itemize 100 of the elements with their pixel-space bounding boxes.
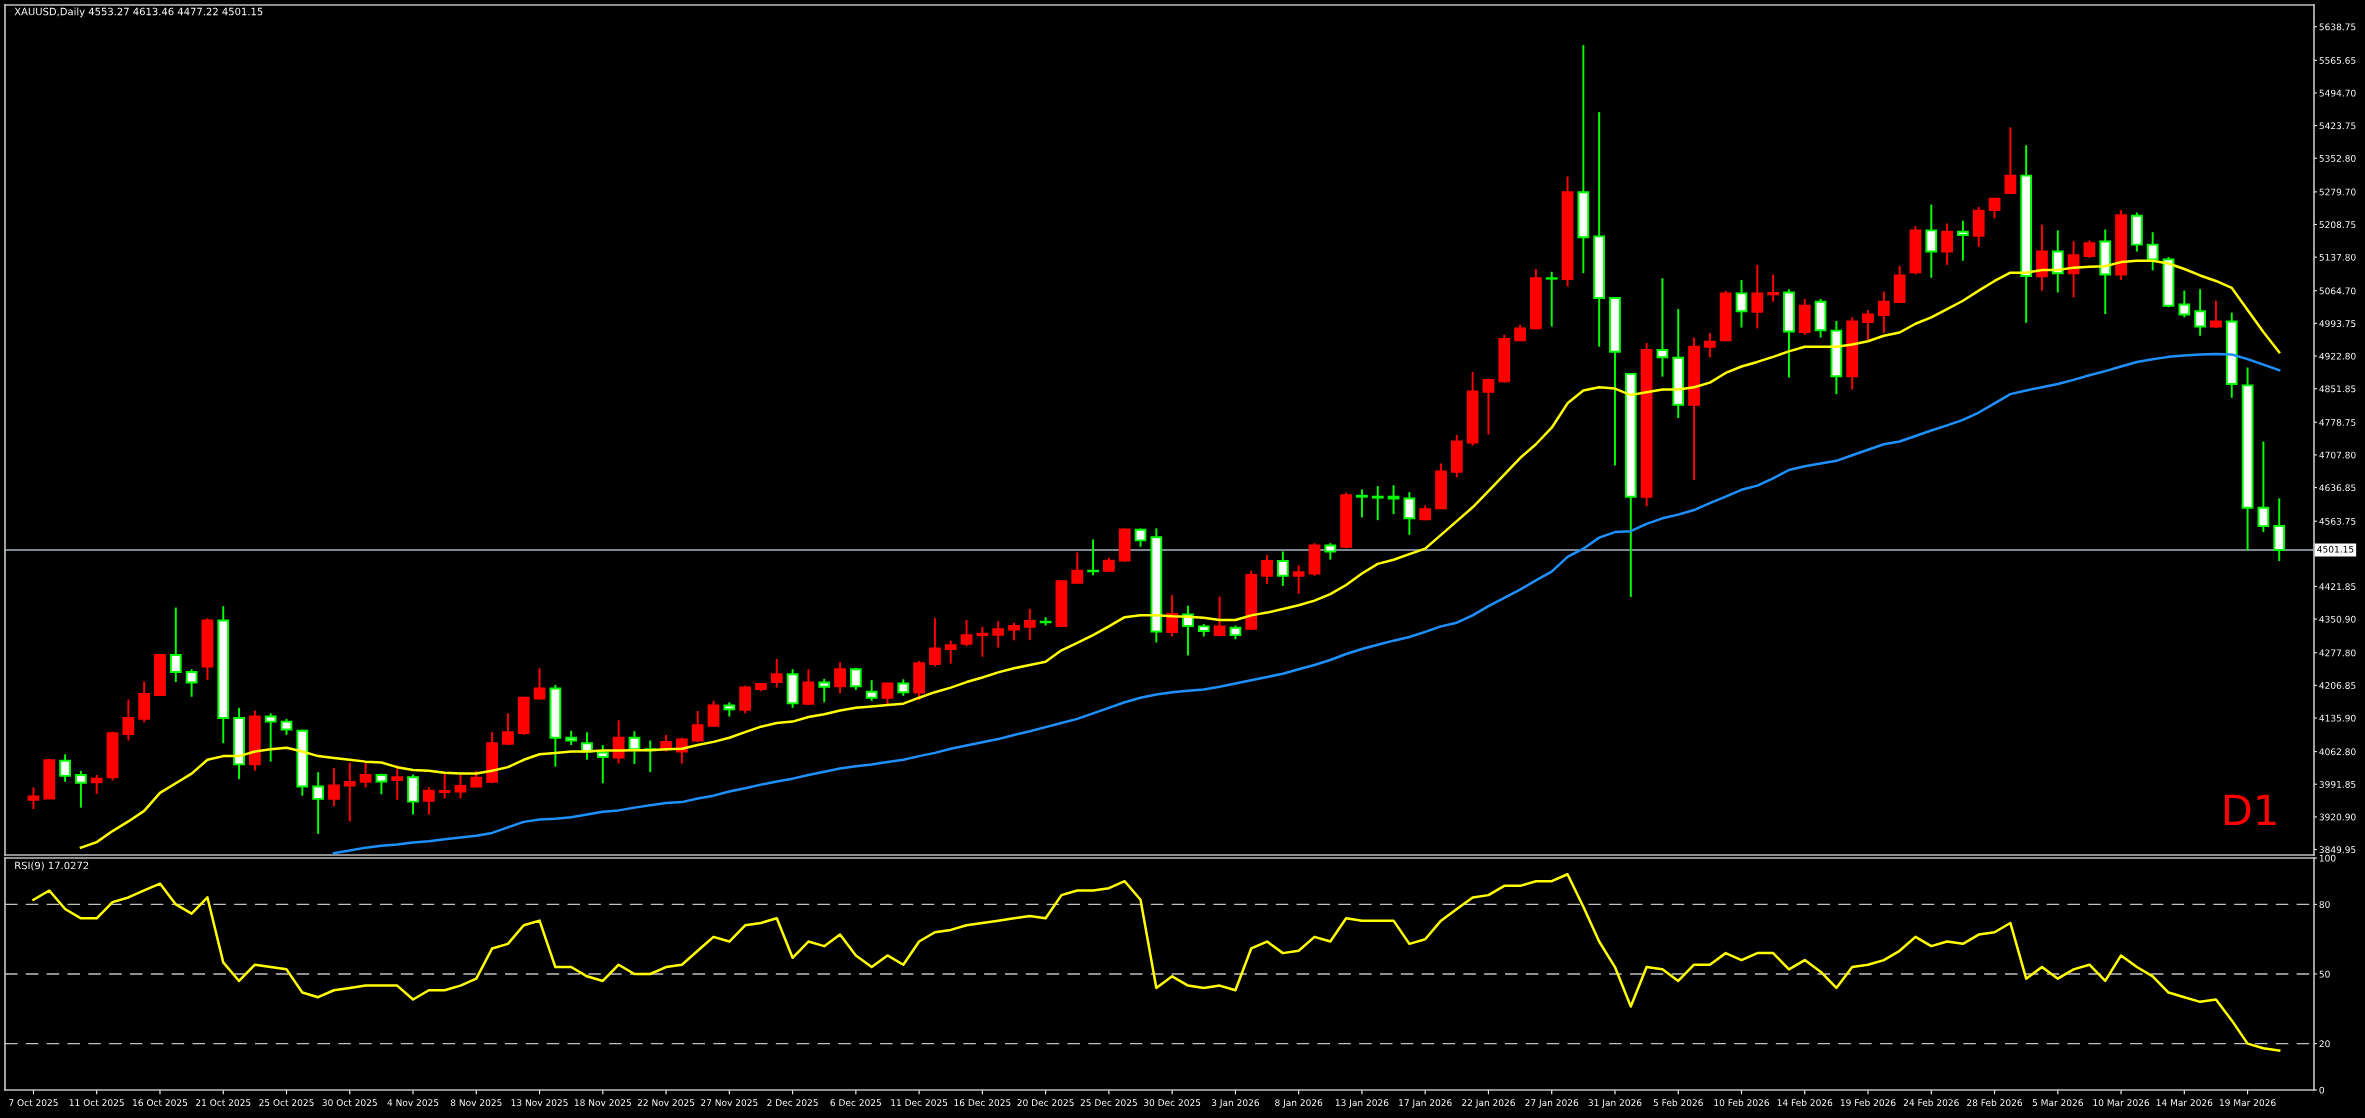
line-series bbox=[332, 352, 2281, 855]
candlestick bbox=[739, 684, 752, 715]
x-tick-label: 16 Dec 2025 bbox=[954, 1099, 1011, 1107]
y-tick-label: 5208.75 bbox=[2319, 221, 2356, 229]
candlestick bbox=[2257, 440, 2270, 534]
x-tick-label: 2 Dec 2025 bbox=[767, 1099, 818, 1107]
x-tick-label: 13 Nov 2025 bbox=[511, 1099, 568, 1107]
candlestick bbox=[929, 617, 941, 668]
x-tick-label: 14 Mar 2026 bbox=[2156, 1099, 2213, 1107]
candlestick bbox=[1213, 595, 1226, 638]
x-tick-label: 5 Mar 2026 bbox=[2032, 1099, 2083, 1107]
y-tick-label: 4851.85 bbox=[2319, 385, 2356, 393]
y-tick-label: 5352.80 bbox=[2319, 154, 2356, 162]
candlestick bbox=[707, 699, 720, 728]
candlestick bbox=[691, 710, 704, 743]
annotation: D1 bbox=[2224, 794, 2276, 826]
y-tick-label: 4563.75 bbox=[2319, 517, 2356, 525]
x-tick-label: 18 Nov 2025 bbox=[574, 1099, 631, 1107]
candlestick bbox=[1735, 279, 1748, 329]
candlestick bbox=[1387, 484, 1400, 516]
x-tick-label: 10 Feb 2026 bbox=[1714, 1099, 1770, 1107]
y-tick-label: 3920.90 bbox=[2319, 813, 2356, 821]
x-tick-label: 22 Nov 2025 bbox=[637, 1099, 695, 1107]
candlestick bbox=[343, 761, 356, 823]
candlestick bbox=[960, 618, 973, 648]
x-tick-label: 3 Jan 2026 bbox=[1211, 1099, 1260, 1108]
x-tick-label: 22 Jan 2026 bbox=[1462, 1099, 1515, 1108]
x-tick-label: 17 Jan 2026 bbox=[1399, 1099, 1452, 1108]
x-tick-label: 14 Feb 2026 bbox=[1777, 1099, 1833, 1107]
candlestick bbox=[2004, 126, 2017, 195]
candlestick bbox=[1134, 527, 1147, 548]
y-tick-label: 5565.65 bbox=[2319, 57, 2356, 64]
x-tick-label: 30 Oct 2025 bbox=[322, 1099, 377, 1107]
x-tick-label: 19 Mar 2026 bbox=[2219, 1099, 2276, 1107]
x-tick-label: 31 Jan 2026 bbox=[1588, 1099, 1642, 1108]
candlestick bbox=[865, 679, 878, 702]
candlestick bbox=[359, 761, 372, 789]
candlestick bbox=[1276, 550, 1289, 587]
candlestick bbox=[1877, 290, 1890, 334]
candlestick bbox=[75, 769, 87, 809]
x-tick-label: 8 Nov 2025 bbox=[450, 1099, 502, 1107]
candlestick bbox=[391, 764, 404, 801]
candlestick bbox=[438, 772, 451, 800]
x-tick-label: 10 Mar 2026 bbox=[2093, 1099, 2150, 1107]
candlestick bbox=[2273, 497, 2286, 562]
candlestick bbox=[2210, 299, 2222, 329]
candlestick bbox=[312, 771, 325, 835]
x-tick-label: 8 Jan 2026 bbox=[1275, 1099, 1323, 1108]
y-tick-label: 80 bbox=[2319, 901, 2330, 908]
x-tick-label: 20 Dec 2025 bbox=[1017, 1099, 1074, 1107]
candlestick bbox=[1071, 551, 1084, 586]
y-tick-label: 4277.80 bbox=[2319, 649, 2356, 657]
candlestick bbox=[1356, 488, 1368, 519]
y-tick-label: 4922.80 bbox=[2319, 352, 2356, 360]
candlestick bbox=[533, 667, 546, 701]
y-tick-label: 4135.90 bbox=[2319, 714, 2356, 722]
candlestick bbox=[1941, 222, 1953, 266]
candlestick bbox=[834, 661, 846, 695]
candlestick bbox=[90, 774, 103, 795]
y-tick-label: 4062.80 bbox=[2319, 748, 2356, 756]
candlestick bbox=[2051, 229, 2064, 294]
candlestick bbox=[2194, 288, 2206, 337]
x-tick-label: 24 Feb 2026 bbox=[1903, 1099, 1959, 1107]
candlestick bbox=[802, 668, 815, 706]
candlestick bbox=[1862, 308, 1874, 342]
candlestick bbox=[59, 753, 71, 783]
candlestick bbox=[2146, 231, 2159, 272]
candlestick bbox=[185, 668, 198, 698]
x-tick-label: 13 Jan 2026 bbox=[1335, 1099, 1389, 1108]
candlestick bbox=[944, 639, 957, 665]
y-tick-label: 4778.75 bbox=[2319, 419, 2356, 426]
x-tick-label: 25 Dec 2025 bbox=[1080, 1099, 1137, 1107]
x-tick-label: 19 Feb 2026 bbox=[1840, 1099, 1896, 1107]
candlestick bbox=[2178, 289, 2191, 319]
y-tick-label: 5279.70 bbox=[2319, 188, 2356, 196]
y-tick-label: 4636.85 bbox=[2319, 484, 2356, 492]
candlestick bbox=[1482, 377, 1495, 436]
x-tick-label: 27 Nov 2025 bbox=[701, 1099, 758, 1107]
candlestick bbox=[122, 698, 135, 742]
line-series bbox=[32, 872, 2281, 1052]
x-tick-label: 21 Oct 2025 bbox=[196, 1099, 251, 1107]
candlestick bbox=[328, 767, 340, 808]
y-tick-label: 4206.85 bbox=[2319, 682, 2356, 689]
y-tick-label: 5423.75 bbox=[2319, 122, 2356, 130]
y-tick-label: 100 bbox=[2319, 854, 2336, 862]
y-tick-label: 5494.70 bbox=[2319, 89, 2356, 97]
y-tick-label: 5638.75 bbox=[2319, 23, 2356, 31]
candlestick bbox=[1751, 263, 1764, 330]
x-tick-label: 4 Nov 2025 bbox=[387, 1099, 439, 1107]
candlestick bbox=[1292, 564, 1305, 595]
candlestick bbox=[1166, 594, 1179, 638]
y-tick-label: 4707.80 bbox=[2319, 451, 2356, 459]
candlestick bbox=[422, 786, 435, 816]
x-tick-label: 6 Dec 2025 bbox=[830, 1099, 882, 1107]
candlestick bbox=[1957, 219, 1969, 262]
x-tick-label: 11 Dec 2025 bbox=[891, 1099, 948, 1107]
y-tick-label: 3991.85 bbox=[2319, 780, 2356, 788]
chart-title: RSI(9) 17.0272 bbox=[15, 861, 89, 871]
candlestick bbox=[770, 658, 783, 689]
y-tick-label: 5064.70 bbox=[2319, 287, 2356, 295]
